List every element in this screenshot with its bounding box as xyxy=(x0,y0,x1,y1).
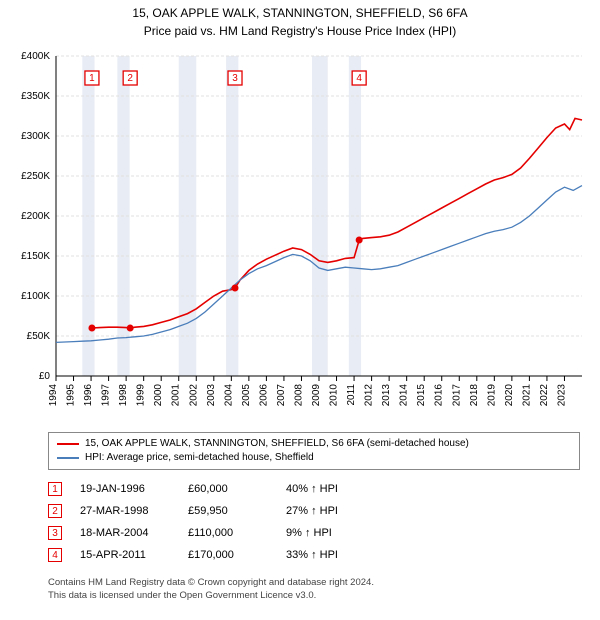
title-address: 15, OAK APPLE WALK, STANNINGTON, SHEFFIE… xyxy=(8,4,592,22)
svg-text:1996: 1996 xyxy=(83,384,94,407)
svg-text:£350K: £350K xyxy=(21,91,50,102)
svg-text:2007: 2007 xyxy=(276,384,287,407)
svg-text:£250K: £250K xyxy=(21,171,50,182)
svg-text:1999: 1999 xyxy=(136,384,147,407)
svg-text:£300K: £300K xyxy=(21,131,50,142)
svg-text:2015: 2015 xyxy=(416,384,427,407)
legend-item-hpi: HPI: Average price, semi-detached house,… xyxy=(57,451,571,465)
svg-text:£400K: £400K xyxy=(21,51,50,62)
svg-text:2020: 2020 xyxy=(504,384,515,407)
sale-marker-icon: 1 xyxy=(48,482,62,496)
svg-text:£150K: £150K xyxy=(21,251,50,262)
chart-svg: £0 £50K £100K £150K £200K £250K £300K £350K £400… xyxy=(8,46,592,426)
svg-text:2010: 2010 xyxy=(329,384,340,407)
svg-text:1998: 1998 xyxy=(118,384,129,407)
sale-vs-hpi: 27% ↑ HPI xyxy=(286,505,376,517)
svg-text:3: 3 xyxy=(232,73,238,84)
svg-text:£200K: £200K xyxy=(21,211,50,222)
svg-text:1994: 1994 xyxy=(48,384,59,407)
sale-row: 3 18-MAR-2004 £110,000 9% ↑ HPI xyxy=(48,522,580,544)
legend-label-hpi: HPI: Average price, semi-detached house,… xyxy=(85,451,314,465)
svg-text:2022: 2022 xyxy=(539,384,550,407)
svg-text:2009: 2009 xyxy=(311,384,322,407)
sale-date: 18-MAR-2004 xyxy=(80,527,170,539)
sale-row: 1 19-JAN-1996 £60,000 40% ↑ HPI xyxy=(48,478,580,500)
sale-events-table: 1 19-JAN-1996 £60,000 40% ↑ HPI 2 27-MAR… xyxy=(48,478,580,566)
svg-text:2023: 2023 xyxy=(556,384,567,407)
title-subtitle: Price paid vs. HM Land Registry's House … xyxy=(8,22,592,40)
legend-label-property: 15, OAK APPLE WALK, STANNINGTON, SHEFFIE… xyxy=(85,437,469,451)
svg-text:£50K: £50K xyxy=(27,331,51,342)
svg-text:2017: 2017 xyxy=(451,384,462,407)
legend-swatch-property xyxy=(57,443,79,445)
footer-line-2: This data is licensed under the Open Gov… xyxy=(48,589,580,602)
svg-text:2005: 2005 xyxy=(241,384,252,407)
sale-vs-hpi: 9% ↑ HPI xyxy=(286,527,376,539)
svg-text:2013: 2013 xyxy=(381,384,392,407)
svg-text:1997: 1997 xyxy=(101,384,112,407)
svg-text:2012: 2012 xyxy=(364,384,375,407)
page-container: 15, OAK APPLE WALK, STANNINGTON, SHEFFIE… xyxy=(0,0,600,611)
svg-text:£100K: £100K xyxy=(21,291,50,302)
sale-row: 2 27-MAR-1998 £59,950 27% ↑ HPI xyxy=(48,500,580,522)
svg-text:2: 2 xyxy=(127,73,133,84)
sale-marker-icon: 2 xyxy=(48,504,62,518)
legend-item-property: 15, OAK APPLE WALK, STANNINGTON, SHEFFIE… xyxy=(57,437,571,451)
legend-swatch-hpi xyxy=(57,457,79,459)
sale-vs-hpi: 40% ↑ HPI xyxy=(286,483,376,495)
svg-text:2014: 2014 xyxy=(399,384,410,407)
svg-text:2021: 2021 xyxy=(521,384,532,407)
svg-text:2000: 2000 xyxy=(153,384,164,407)
svg-text:2016: 2016 xyxy=(434,384,445,407)
sale-date: 27-MAR-1998 xyxy=(80,505,170,517)
svg-text:2019: 2019 xyxy=(486,384,497,407)
svg-text:2008: 2008 xyxy=(293,384,304,407)
svg-text:2018: 2018 xyxy=(469,384,480,407)
svg-text:1: 1 xyxy=(89,73,95,84)
svg-text:1995: 1995 xyxy=(66,384,77,407)
sale-price: £60,000 xyxy=(188,483,268,495)
sale-price: £110,000 xyxy=(188,527,268,539)
svg-text:2004: 2004 xyxy=(223,384,234,407)
sale-price: £170,000 xyxy=(188,549,268,561)
sale-price: £59,950 xyxy=(188,505,268,517)
attribution-footer: Contains HM Land Registry data © Crown c… xyxy=(48,576,580,603)
svg-text:2001: 2001 xyxy=(171,384,182,407)
footer-line-1: Contains HM Land Registry data © Crown c… xyxy=(48,576,580,589)
chart-title-block: 15, OAK APPLE WALK, STANNINGTON, SHEFFIE… xyxy=(8,4,592,40)
svg-text:£0: £0 xyxy=(39,371,51,382)
sale-vs-hpi: 33% ↑ HPI xyxy=(286,549,376,561)
sale-date: 15-APR-2011 xyxy=(80,549,170,561)
sale-row: 4 15-APR-2011 £170,000 33% ↑ HPI xyxy=(48,544,580,566)
svg-text:4: 4 xyxy=(356,73,362,84)
svg-text:2011: 2011 xyxy=(346,384,357,406)
sale-marker-icon: 4 xyxy=(48,548,62,562)
sale-marker-icon: 3 xyxy=(48,526,62,540)
price-chart: £0 £50K £100K £150K £200K £250K £300K £350K £400… xyxy=(8,46,592,426)
sale-date: 19-JAN-1996 xyxy=(80,483,170,495)
legend: 15, OAK APPLE WALK, STANNINGTON, SHEFFIE… xyxy=(48,432,580,470)
svg-text:2003: 2003 xyxy=(206,384,217,407)
svg-text:2002: 2002 xyxy=(188,384,199,407)
svg-text:2006: 2006 xyxy=(258,384,269,407)
